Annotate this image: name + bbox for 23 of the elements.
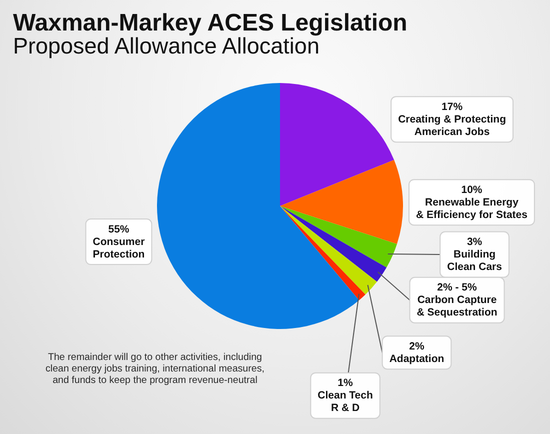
slice-label: Renewable Energy & Efficiency for States xyxy=(416,196,528,221)
data-label: 1% xyxy=(338,377,354,390)
data-label: 55% xyxy=(108,223,130,236)
slice-label: Adaptation xyxy=(389,352,444,365)
pie-slice xyxy=(280,83,394,206)
data-label: 2% - 5% xyxy=(437,282,478,294)
text: The remainder will go to other activities, including clean energy jobs training, international measures, and funds to keep the program revenue-neutral xyxy=(46,352,264,386)
pie-slice xyxy=(280,206,366,300)
pie-slice xyxy=(280,160,403,244)
data-label: 10% xyxy=(461,184,483,196)
slice-label: Consumer Protection xyxy=(92,236,145,260)
pie-slice xyxy=(280,206,377,294)
pie-slice xyxy=(280,206,387,282)
data-label: 17% xyxy=(442,100,464,113)
slice-label: Building Clean Cars xyxy=(447,248,502,274)
pie-slice xyxy=(157,83,360,329)
data-label: 3% xyxy=(466,236,483,248)
data-label: 2% xyxy=(409,340,425,352)
slice-label: Creating & Protecting American Jobs xyxy=(398,113,506,138)
pie-slice xyxy=(280,206,397,268)
chart-title: Waxman-Markey ACES Legislation xyxy=(13,10,408,36)
slice-label: Clean Tech R & D xyxy=(318,390,373,414)
slice-label: Carbon Capture & Sequestration xyxy=(416,294,498,319)
